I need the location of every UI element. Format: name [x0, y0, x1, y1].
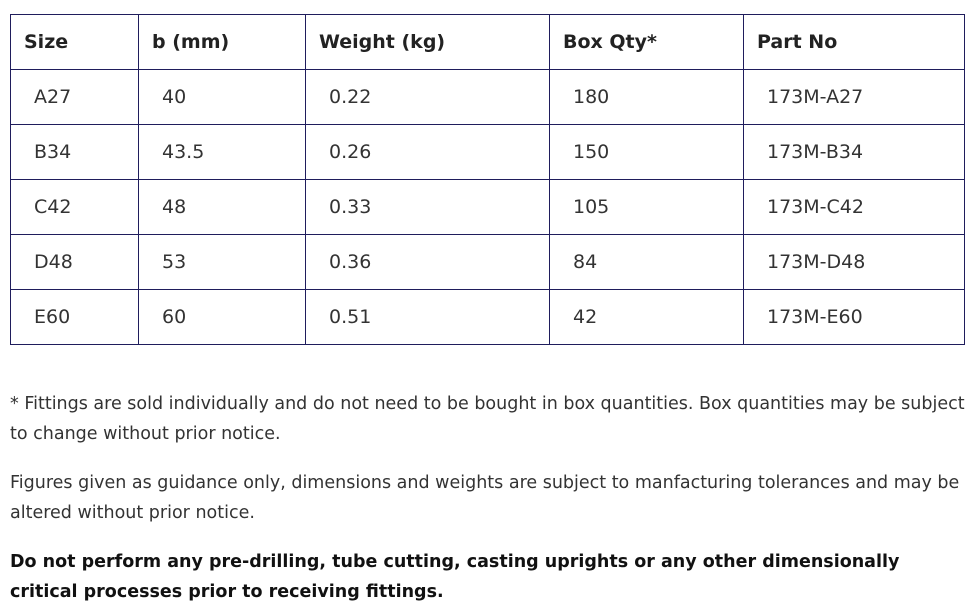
table-header-row: Size b (mm) Weight (kg) Box Qty* Part No — [10, 14, 965, 70]
cell-box-qty: 180 — [549, 69, 744, 125]
warning-note: Do not perform any pre-drilling, tube cu… — [10, 552, 900, 602]
cell-size: A27 — [10, 69, 139, 125]
cell-size: E60 — [10, 289, 139, 345]
box-qty-footnote: * Fittings are sold individually and do … — [10, 394, 965, 444]
cell-b-mm: 53 — [138, 234, 306, 290]
header-box-qty: Box Qty* — [549, 14, 744, 70]
table-row: A27 40 0.22 180 173M-A27 — [10, 69, 965, 125]
cell-box-qty: 105 — [549, 179, 744, 235]
cell-box-qty: 84 — [549, 234, 744, 290]
cell-b-mm: 40 — [138, 69, 306, 125]
header-part-no: Part No — [743, 14, 965, 70]
cell-part-no: 173M-E60 — [743, 289, 965, 345]
table-row: E60 60 0.51 42 173M-E60 — [10, 289, 965, 345]
cell-size: D48 — [10, 234, 139, 290]
cell-part-no: 173M-A27 — [743, 69, 965, 125]
cell-part-no: 173M-D48 — [743, 234, 965, 290]
specification-table: Size b (mm) Weight (kg) Box Qty* Part No… — [10, 14, 965, 345]
cell-size: B34 — [10, 124, 139, 180]
cell-box-qty: 42 — [549, 289, 744, 345]
cell-size: C42 — [10, 179, 139, 235]
table-row: C42 48 0.33 105 173M-C42 — [10, 179, 965, 235]
cell-b-mm: 43.5 — [138, 124, 306, 180]
table-row: D48 53 0.36 84 173M-D48 — [10, 234, 965, 290]
cell-weight: 0.26 — [305, 124, 550, 180]
cell-weight: 0.36 — [305, 234, 550, 290]
header-b-mm: b (mm) — [138, 14, 306, 70]
guidance-note: Figures given as guidance only, dimensio… — [10, 473, 960, 523]
cell-b-mm: 48 — [138, 179, 306, 235]
header-weight-kg: Weight (kg) — [305, 14, 550, 70]
cell-weight: 0.22 — [305, 69, 550, 125]
cell-box-qty: 150 — [549, 124, 744, 180]
cell-part-no: 173M-C42 — [743, 179, 965, 235]
table-row: B34 43.5 0.26 150 173M-B34 — [10, 124, 965, 180]
cell-weight: 0.51 — [305, 289, 550, 345]
cell-b-mm: 60 — [138, 289, 306, 345]
cell-part-no: 173M-B34 — [743, 124, 965, 180]
cell-weight: 0.33 — [305, 179, 550, 235]
header-size: Size — [10, 14, 139, 70]
